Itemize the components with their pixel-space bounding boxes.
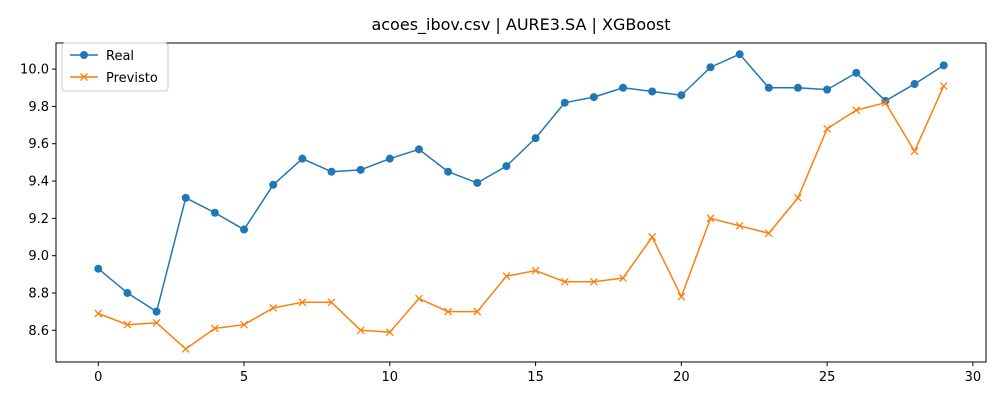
data-point-real (327, 167, 336, 176)
x-tick-label: 30 (965, 370, 982, 385)
data-point-previsto (881, 98, 890, 107)
data-point-real (764, 83, 773, 92)
data-point-real (793, 83, 802, 92)
data-point-previsto (240, 320, 249, 329)
y-tick-label: 10.0 (20, 63, 49, 78)
data-point-previsto (531, 266, 540, 275)
legend-real-label: Real (106, 49, 134, 64)
data-point-previsto (735, 221, 744, 230)
data-point-previsto (560, 277, 569, 286)
data-point-real (210, 208, 219, 217)
data-point-real (269, 180, 278, 189)
data-point-previsto (939, 81, 948, 90)
data-point-previsto (852, 106, 861, 115)
x-tick-label: 20 (673, 370, 690, 385)
data-point-previsto (677, 292, 686, 301)
data-point-previsto (589, 277, 598, 286)
data-point-previsto (269, 303, 278, 312)
y-tick-label: 9.0 (28, 249, 49, 264)
x-tick-label: 5 (240, 370, 248, 385)
data-point-real (619, 83, 628, 92)
chart-title: acoes_ibov.csv | AURE3.SA | XGBoost (371, 15, 670, 35)
data-point-real (181, 193, 190, 202)
data-point-real (414, 145, 423, 154)
series-layer (94, 50, 948, 353)
data-point-previsto (123, 320, 132, 329)
data-point-previsto (619, 274, 627, 283)
data-point-real (94, 264, 103, 273)
x-tick-label: 15 (527, 370, 544, 385)
data-point-previsto (706, 214, 715, 223)
data-point-real (910, 80, 919, 89)
data-point-previsto (356, 326, 365, 335)
data-point-real (677, 91, 686, 100)
data-point-real (356, 165, 365, 174)
x-tick-label: 25 (819, 370, 836, 385)
data-point-previsto (327, 298, 336, 307)
data-point-previsto (502, 272, 511, 281)
data-point-previsto (793, 193, 802, 202)
plot-area (56, 43, 986, 362)
legend-previsto-label: Previsto (106, 71, 158, 86)
y-tick-label: 9.4 (28, 175, 49, 190)
data-point-real (589, 93, 598, 102)
data-point-real (385, 154, 394, 163)
legend-real-marker (80, 51, 88, 59)
data-point-real (939, 61, 948, 70)
data-point-real (502, 162, 511, 171)
data-point-previsto (473, 307, 482, 316)
data-point-real (152, 307, 161, 316)
y-tick-label: 8.8 (28, 286, 49, 301)
series-line-previsto (98, 85, 945, 350)
data-point-previsto (298, 298, 307, 307)
data-point-real (648, 87, 657, 96)
data-point-real (531, 134, 540, 143)
data-point-real (123, 288, 132, 297)
y-tick-label: 8.6 (28, 324, 49, 339)
data-point-real (444, 167, 453, 176)
data-point-real (298, 154, 307, 163)
x-tick-label: 10 (382, 370, 399, 385)
axis-ticks: 0 5 10 15 20 25 30 8.6 8.8 9.0 9.2 9.4 9.6 9.8 10.0 (20, 63, 981, 385)
series-line-real (97, 53, 945, 313)
data-point-real (735, 50, 744, 59)
x-tick-label: 0 (94, 370, 102, 385)
data-point-real (852, 68, 861, 77)
data-point-previsto (152, 318, 161, 327)
data-point-real (560, 98, 569, 107)
data-point-previsto (764, 229, 773, 238)
data-point-previsto (210, 324, 219, 333)
data-point-real (473, 178, 482, 187)
y-tick-label: 9.6 (28, 137, 49, 152)
y-tick-label: 9.2 (28, 212, 49, 227)
legend: Real Previsto (61, 42, 169, 92)
data-point-previsto (385, 328, 394, 337)
data-point-real (240, 225, 249, 234)
legend-previsto-marker (80, 73, 88, 81)
data-point-previsto (648, 233, 657, 241)
data-point-previsto (910, 147, 919, 156)
data-point-previsto (444, 307, 453, 316)
plot-frame (55, 42, 987, 363)
y-tick-label: 9.8 (28, 100, 49, 115)
data-point-previsto (181, 344, 190, 353)
data-point-previsto (415, 294, 423, 303)
data-point-real (823, 85, 832, 94)
data-point-previsto (94, 309, 103, 318)
data-point-real (706, 63, 715, 72)
data-point-previsto (823, 124, 832, 133)
